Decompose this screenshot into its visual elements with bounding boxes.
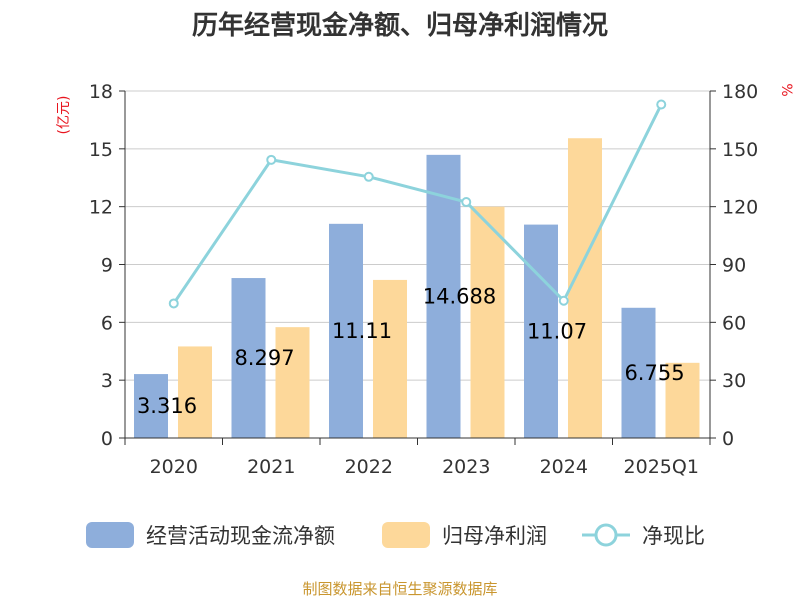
bar-profit: [665, 362, 700, 438]
bar-profit: [275, 327, 310, 438]
left-tick-label: 12: [89, 197, 113, 219]
right-tick-label: 0: [722, 428, 734, 450]
ratio-point: [168, 298, 179, 309]
x-tick-label: 2022: [345, 456, 393, 478]
left-axis-unit: (亿元): [56, 96, 72, 135]
left-tick-label: 15: [89, 139, 113, 161]
data-label-cashflow: 8.297: [234, 346, 294, 370]
x-tick-label: 2021: [247, 456, 295, 478]
bar-cashflow: [621, 307, 656, 438]
bars: [134, 138, 700, 438]
ratio-line-path: [172, 103, 663, 305]
data-label-cashflow: 11.11: [332, 319, 392, 343]
legend-label-profit: 归母净利润: [442, 524, 547, 548]
legend-swatch-profit: [382, 522, 430, 548]
right-tick-label: 150: [722, 139, 758, 161]
bar-cashflow: [134, 374, 168, 438]
legend: 经营活动现金流净额 归母净利润 净现比: [86, 522, 705, 548]
bar-profit: [568, 138, 602, 438]
right-tick-label: 30: [722, 370, 746, 392]
x-tick-label: 2020: [150, 456, 198, 478]
bar-cashflow: [524, 224, 558, 438]
legend-marker-ratio: [594, 523, 618, 547]
legend-label-cashflow: 经营活动现金流净额: [146, 524, 335, 548]
bar-cashflow: [329, 223, 363, 438]
data-labels: 3.316 8.297 11.11 14.688 11.07 6.755: [137, 284, 685, 418]
ratio-point: [656, 99, 667, 110]
right-tick-label: 180: [722, 81, 758, 103]
left-tick-label: 0: [101, 428, 113, 450]
bar-profit: [178, 346, 212, 438]
ratio-point: [266, 154, 277, 165]
legend-label-ratio: 净现比: [642, 524, 705, 548]
left-tick-label: 9: [101, 255, 113, 277]
gridlines: [125, 90, 710, 439]
chart-title: 历年经营现金净额、归母净利润情况: [192, 10, 608, 41]
right-tick-label: 60: [722, 312, 746, 334]
ratio-point: [461, 197, 472, 208]
data-label-cashflow: 3.316: [137, 394, 197, 418]
left-tick-label: 6: [101, 312, 113, 334]
right-tick-label: 120: [722, 197, 758, 219]
data-label-cashflow: 6.755: [624, 361, 684, 385]
bar-cashflow: [231, 278, 266, 438]
data-label-cashflow: 14.688: [423, 284, 496, 308]
bar-cashflow: [426, 154, 461, 438]
x-tick-label: 2023: [442, 456, 490, 478]
ratio-point: [558, 295, 569, 306]
left-tick-label: 18: [89, 81, 113, 103]
ratio-line: [168, 99, 667, 309]
bar-profit: [470, 206, 505, 438]
right-axis-unit: %: [778, 83, 794, 96]
legend-swatch-cashflow: [86, 522, 134, 548]
data-label-cashflow: 11.07: [527, 319, 587, 343]
x-tick-label: 2025Q1: [624, 456, 699, 478]
bar-profit: [373, 279, 407, 438]
ratio-point: [363, 171, 374, 182]
source-note: 制图数据来自恒生聚源数据库: [302, 580, 497, 598]
right-tick-label: 90: [722, 255, 746, 277]
x-tick-label: 2024: [540, 456, 588, 478]
left-tick-label: 3: [101, 370, 113, 392]
